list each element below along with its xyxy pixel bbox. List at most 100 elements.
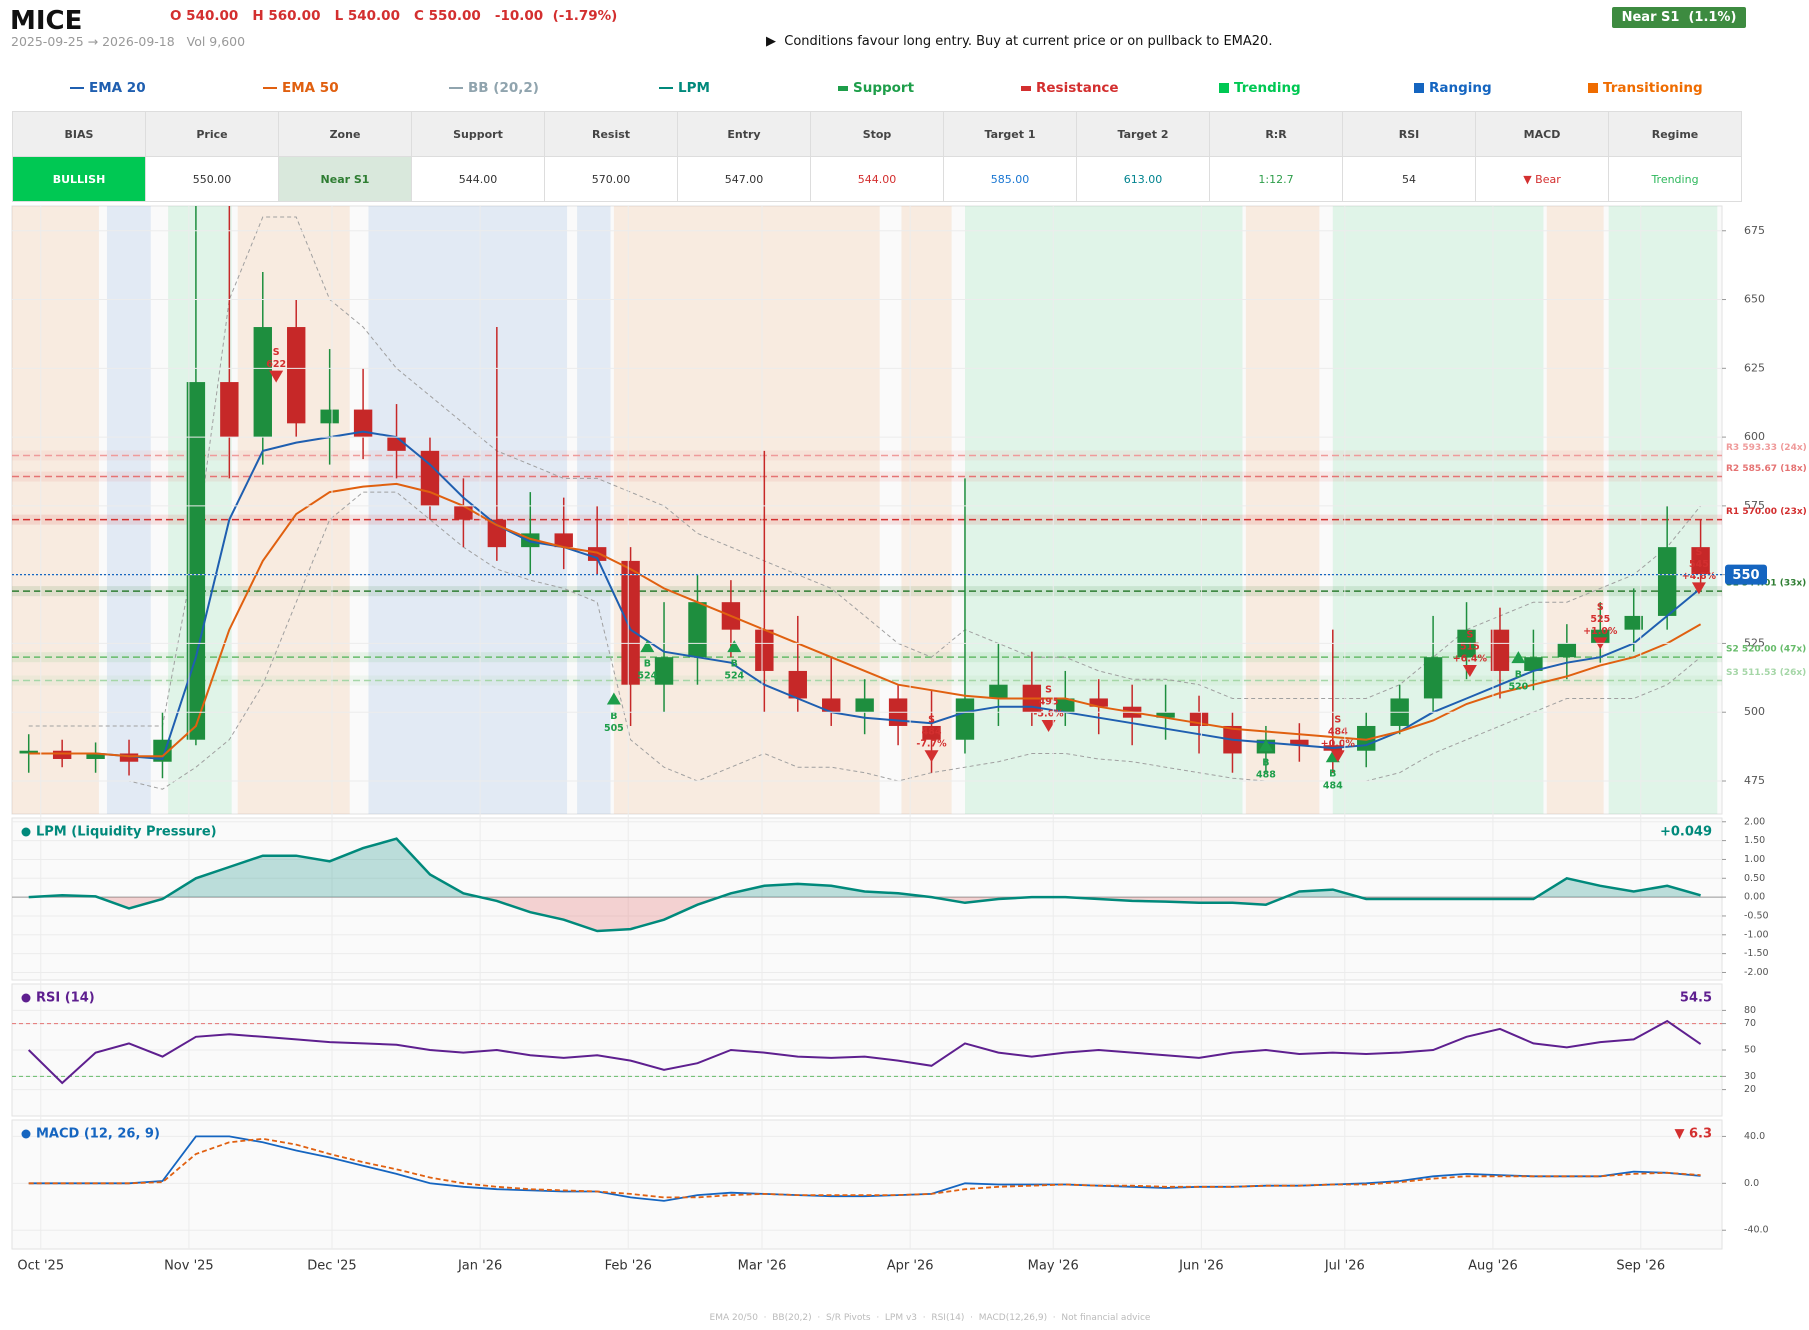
panel-value: +0.049	[1660, 825, 1712, 840]
level-label: R3 593.33 (24x)	[1726, 443, 1807, 453]
lpm-area-positive	[28, 838, 1701, 898]
signal-label: 520	[1508, 682, 1528, 693]
x-tick-label: Mar '26	[738, 1259, 787, 1274]
y-tick-label: -0.50	[1744, 910, 1769, 921]
regime-band	[12, 206, 99, 814]
legend-symbol	[1588, 83, 1598, 93]
level-band	[12, 586, 1722, 597]
legend-item: EMA 50	[263, 80, 339, 96]
regime-band	[1245, 206, 1320, 814]
signal-label: 622	[266, 359, 286, 370]
candle-body	[420, 450, 440, 506]
y-tick-label: -2.00	[1744, 967, 1769, 978]
candle-body	[621, 560, 640, 685]
panel-dot	[21, 993, 31, 1003]
signal-marker	[640, 640, 655, 653]
signal-label: 515	[1460, 641, 1480, 652]
date-range: 2025-09-25 → 2026-09-18 Vol 9,600	[11, 34, 246, 49]
signal-label: S	[1045, 684, 1052, 695]
legend-label: LPM	[678, 80, 710, 96]
table-cell: 1:12.7	[1209, 156, 1343, 202]
y-tick-label: 1.50	[1744, 835, 1765, 846]
signal-label: S	[1696, 547, 1703, 558]
y-tick-label: 0.50	[1744, 873, 1765, 884]
ema-line	[28, 430, 1702, 761]
candle-body	[487, 519, 507, 548]
candle-body	[19, 750, 38, 754]
level-label: S2 520.00 (47x)	[1726, 645, 1806, 655]
signal-label: +4.8%	[1682, 571, 1717, 582]
signal-label: +6.4%	[1453, 653, 1488, 664]
symbol: MICE	[10, 6, 83, 36]
bollinger-band	[28, 216, 1701, 727]
lpm-line	[28, 837, 1701, 933]
table-cell: 544.00	[411, 156, 545, 202]
signal-label: 484	[1328, 727, 1348, 738]
signal-label: 484	[1323, 781, 1343, 792]
x-tick-label: Apr '26	[887, 1259, 934, 1274]
signal-label: -5.6%	[1033, 708, 1064, 719]
signal-label: B	[644, 659, 651, 670]
x-tick-label: Nov '25	[164, 1259, 214, 1274]
summary-table: BIAS Price Zone Support Resist Entry Stop Targe…	[12, 111, 1742, 202]
signal-marker	[1041, 719, 1056, 732]
legend-symbol	[70, 87, 84, 89]
panel-title: LPM (Liquidity Pressure)	[36, 825, 217, 840]
ema-line	[28, 482, 1702, 758]
table-header: Target 1	[943, 111, 1077, 157]
signal-label: 524	[637, 671, 657, 682]
y-tick-label: 575	[1744, 499, 1765, 512]
candle-body	[320, 409, 339, 424]
candle-body	[253, 327, 272, 438]
signal-label: 505	[604, 723, 624, 734]
signal-marker	[1258, 739, 1273, 752]
candle-body	[955, 698, 975, 740]
price-badge-label: 550	[1732, 568, 1759, 583]
legend-label: Trending	[1234, 80, 1301, 96]
x-tick-label: Oct '25	[17, 1259, 64, 1274]
legend-item: LPM	[659, 80, 710, 96]
panel-value: 54.5	[1680, 991, 1712, 1006]
level-label: R1 570.00 (23x)	[1726, 507, 1807, 517]
candle-body	[454, 505, 473, 520]
table-header: Entry	[677, 111, 811, 157]
legend-label: Resistance	[1036, 80, 1119, 96]
panel-title: MACD (12, 26, 9)	[36, 1127, 160, 1142]
candle-body	[186, 382, 206, 740]
legend-item: Resistance	[1021, 80, 1119, 96]
signal-label: 545	[1689, 559, 1709, 570]
signal-label: B	[1515, 670, 1522, 681]
signal-label: -7.7%	[916, 739, 947, 750]
signal-label: S	[1466, 629, 1473, 640]
panel-value: ▼ 6.3	[1674, 1127, 1712, 1142]
legend-label: Transitioning	[1603, 80, 1703, 96]
plot-background	[11, 1119, 1723, 1250]
signal-label: 495	[1039, 696, 1059, 707]
legend-item: Trending	[1219, 80, 1301, 96]
table-cell: Trending	[1608, 156, 1742, 202]
legend-symbol	[449, 87, 463, 89]
table-cell: 585.00	[943, 156, 1077, 202]
footer: EMA 20/50 · BB(20,2) · S/R Pivots · LPM …	[709, 1313, 1151, 1323]
signal-marker	[1330, 750, 1345, 763]
regime-band	[613, 206, 880, 814]
candle-body	[1624, 615, 1643, 630]
signal-label: S	[273, 347, 280, 358]
y-tick-label: 650	[1744, 293, 1765, 306]
y-tick-label: -1.50	[1744, 948, 1769, 959]
signal-marker	[1511, 651, 1526, 664]
signal-label: 488	[1256, 770, 1276, 781]
signal-label: S	[928, 715, 935, 726]
table-header-row: BIAS Price Zone Support Resist Entry Stop Targe…	[12, 111, 1742, 157]
table-header: R:R	[1209, 111, 1343, 157]
legend-symbol	[1219, 83, 1229, 93]
y-tick-label: 625	[1744, 361, 1765, 374]
legend-symbol	[838, 85, 848, 91]
y-tick-label: 600	[1744, 430, 1765, 443]
signal-marker	[1691, 582, 1706, 595]
legend-item: Ranging	[1414, 80, 1492, 96]
candle-body	[1691, 547, 1710, 575]
level-band	[12, 471, 1722, 482]
